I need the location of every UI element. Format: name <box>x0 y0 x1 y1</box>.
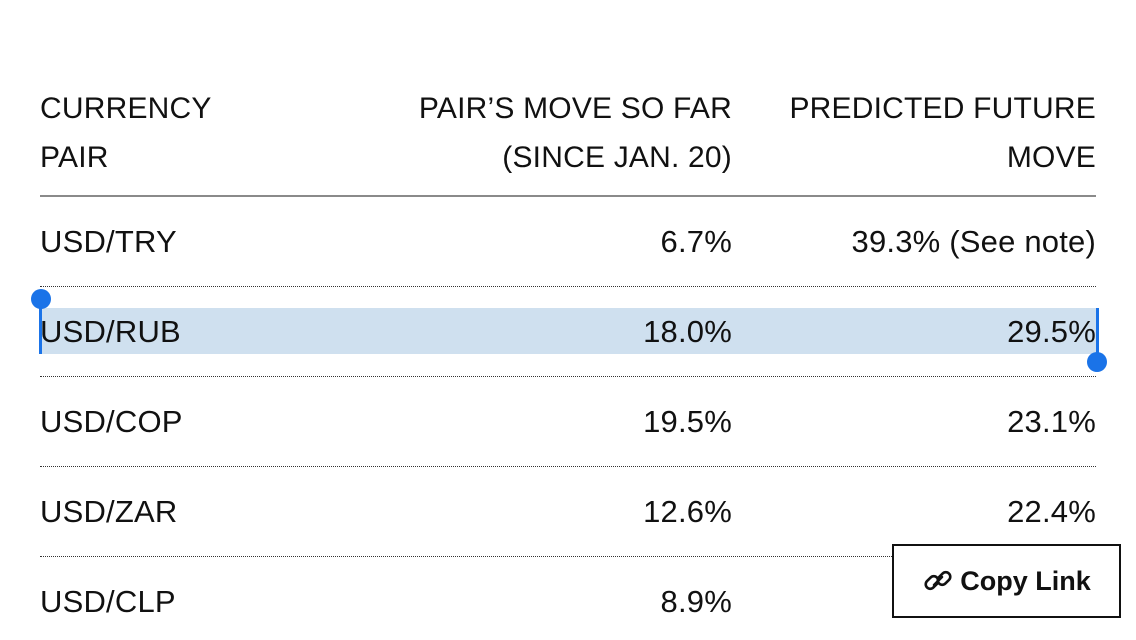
cell-predicted: 39.3% (See note) <box>851 224 1096 259</box>
cell-move-so-far: 8.9% <box>660 584 732 619</box>
selection-start-bar[interactable] <box>39 304 42 354</box>
table-row: USD/TRY 6.7% 39.3% (See note) <box>40 197 1096 287</box>
header-currency-pair: CURRENCY PAIR <box>40 84 340 182</box>
header-move-so-far-line1: PAIR’S MOVE SO FAR <box>418 92 732 125</box>
link-icon <box>922 565 954 597</box>
cell-pair: USD/COP <box>40 404 183 439</box>
table-row: USD/COP 19.5% 23.1% <box>40 377 1096 467</box>
cell-move-so-far: 19.5% <box>643 404 732 439</box>
selection-end-handle[interactable] <box>1087 352 1107 372</box>
header-predicted-move-line1: PREDICTED FUTURE <box>789 92 1096 125</box>
cell-predicted: 29.5% <box>1007 314 1096 349</box>
header-move-so-far-line2: (SINCE JAN. 20) <box>502 141 732 174</box>
table-header: CURRENCY PAIR PAIR’S MOVE SO FAR (SINCE … <box>40 80 1096 197</box>
table-row: USD/CLP 8.9% <box>40 557 1096 640</box>
header-currency-pair-line1: CURRENCY <box>40 92 212 125</box>
header-predicted-move: PREDICTED FUTURE MOVE <box>760 84 1096 182</box>
cell-pair: USD/TRY <box>40 224 177 259</box>
selection-start-handle[interactable] <box>31 289 51 309</box>
copy-link-label: Copy Link <box>960 565 1091 596</box>
cell-move-so-far: 12.6% <box>643 494 732 529</box>
selection-end-bar[interactable] <box>1096 308 1099 358</box>
text-selection-highlight <box>40 308 1098 354</box>
header-predicted-move-line2: MOVE <box>1006 141 1096 174</box>
cell-move-so-far: 6.7% <box>660 224 732 259</box>
cell-move-so-far: 18.0% <box>643 314 732 349</box>
header-move-so-far: PAIR’S MOVE SO FAR (SINCE JAN. 20) <box>370 84 732 182</box>
copy-link-button[interactable]: Copy Link <box>892 544 1121 618</box>
table-row: USD/ZAR 12.6% 22.4% <box>40 467 1096 557</box>
cell-pair: USD/RUB <box>40 314 181 349</box>
header-currency-pair-line2: PAIR <box>40 141 109 174</box>
cell-predicted: 22.4% <box>1007 494 1096 529</box>
cell-pair: USD/ZAR <box>40 494 178 529</box>
cell-predicted: 23.1% <box>1007 404 1096 439</box>
table-row: USD/RUB 18.0% 29.5% <box>40 287 1096 377</box>
cell-pair: USD/CLP <box>40 584 176 619</box>
